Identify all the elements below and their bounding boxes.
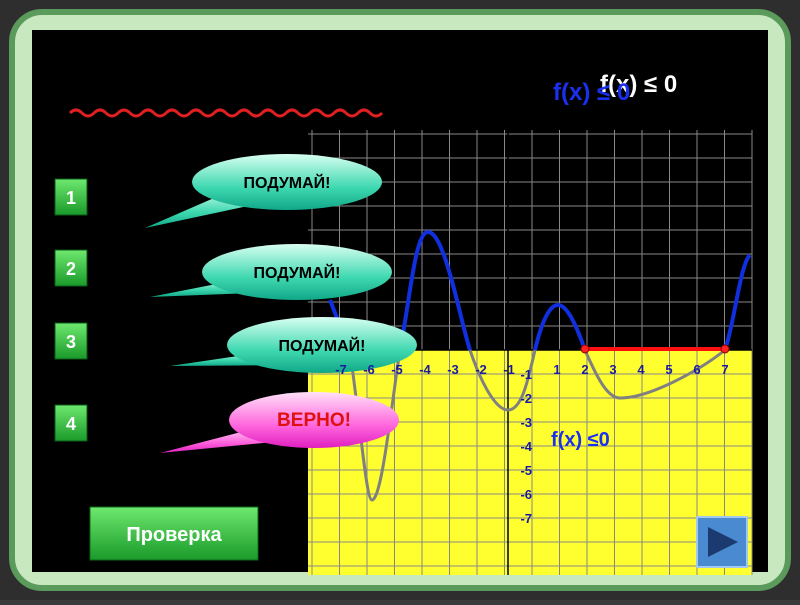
y-tick-label: -6 [520,487,532,502]
answer-number[interactable]: 2 [66,259,76,279]
y-tick-label: -7 [520,511,532,526]
answer-number[interactable]: 3 [66,332,76,352]
x-tick-label: -4 [419,362,431,377]
answer-number[interactable]: 4 [66,414,76,434]
title-shadow: f(x) ≤ 0 [600,71,677,98]
answer-button[interactable] [54,322,88,360]
bubble-text: ПОДУМАЙ! [279,336,366,355]
curve-below [468,349,537,412]
bubble-text: ПОДУМАЙ! [254,263,341,282]
bubble [229,392,399,448]
x-tick-label: -3 [447,362,459,377]
x-tick-label: 4 [637,362,645,377]
y-tick-label: -4 [520,439,532,454]
bubble-text: ВЕРНО! [277,410,351,431]
title: f(x) ≤ 0 [553,79,630,106]
x-tick-label: -1 [503,362,515,377]
next-button[interactable] [696,516,748,568]
endpoint [720,344,730,354]
y-tick-label: -2 [520,391,532,406]
bubble [202,244,392,300]
check-button[interactable] [89,506,259,561]
x-tick-label: -7 [335,362,347,377]
answer-button[interactable] [54,249,88,287]
x-tick-label: 5 [665,362,672,377]
x-tick-label: -2 [475,362,487,377]
x-tick-label: 3 [609,362,616,377]
answer-number[interactable]: 1 [66,188,76,208]
next-arrow [708,527,738,557]
negative-region [308,350,752,575]
curve-below [583,348,726,400]
bubble-text: ПОДУМАЙ! [244,173,331,192]
condition: f(x) ≤0 [551,429,610,451]
bubble [192,154,382,210]
y-tick-label: -5 [520,463,532,478]
x-tick-label: 1 [553,362,560,377]
x-tick-label: 6 [693,362,700,377]
y-tick-label: -3 [520,415,532,430]
answer-button[interactable] [54,178,88,216]
answer-button[interactable] [54,404,88,442]
bubble [227,317,417,373]
x-tick-label: -6 [363,362,375,377]
x-tick-label: -5 [391,362,403,377]
wavy-underline [68,108,384,118]
x-tick-label: 2 [581,362,588,377]
y-tick-label: -1 [520,367,532,382]
check-button-label[interactable]: Проверка [126,524,222,546]
x-tick-label: 7 [721,362,728,377]
endpoint [580,344,590,354]
answers: 1 ПОДУМАЙ! 2 ПОДУМАЙ! 3 ПОДУМАЙ! 4 ВЕРНО! [54,154,417,453]
